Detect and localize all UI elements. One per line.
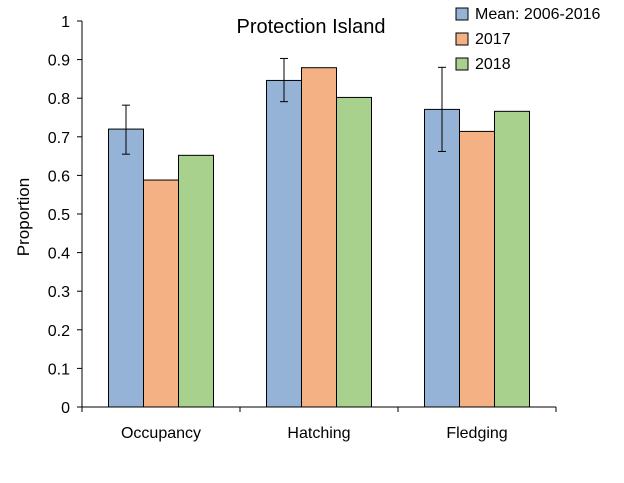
y-tick-label: 0.9: [48, 53, 70, 70]
legend-label: 2018: [475, 56, 511, 73]
bar-occupancy-series-1: [143, 179, 179, 408]
y-tick-label: 0: [61, 400, 70, 417]
y-tick-label: 1: [61, 14, 70, 31]
y-tick-label: 0.2: [48, 323, 70, 340]
y-tick-label: 0.6: [48, 168, 70, 185]
y-tick-label: 0.8: [48, 91, 70, 108]
bar-fledging-series-1: [459, 130, 495, 408]
legend-entry-1: 2017: [455, 31, 511, 48]
legend: Mean: 2006-2016 2017 2018: [455, 6, 601, 73]
bar-hatching-series-0: [266, 79, 302, 408]
y-tick-label: 0.4: [48, 246, 70, 263]
bar-occupancy-series-2: [178, 154, 214, 408]
plot-area: 0 0.1 0.2 0.3 0.4 0.5 0.6 0.7 0.8 0.9 1 Occupancy Ha…: [48, 14, 557, 442]
chart-title: Protection Island: [237, 16, 386, 38]
y-tick-label: 0.5: [48, 207, 70, 224]
y-tick-label: 0.7: [48, 130, 70, 147]
bar-hatching-series-2: [336, 96, 372, 408]
legend-entry-2: 2018: [455, 56, 511, 73]
y-tick-label: 0.1: [48, 361, 70, 378]
y-axis-label: Proportion: [14, 178, 33, 256]
bar-fledging-series-0: [424, 108, 460, 408]
legend-swatch: [455, 57, 469, 71]
bar-occupancy-series-0: [108, 128, 144, 408]
error-bar-occupancy: [122, 104, 130, 155]
legend-entry-0: Mean: 2006-2016: [455, 6, 601, 23]
x-tick-label-hatching: Hatching: [287, 425, 350, 442]
legend-swatch: [455, 7, 469, 21]
y-tick-label: 0.3: [48, 284, 70, 301]
legend-label: Mean: 2006-2016: [475, 6, 601, 23]
x-tick-label-occupancy: Occupancy: [121, 425, 201, 442]
legend-swatch: [455, 32, 469, 46]
x-tick-label-fledging: Fledging: [446, 425, 507, 442]
bar-fledging-series-2: [494, 110, 530, 408]
error-bar-fledging: [438, 66, 446, 152]
legend-label: 2017: [475, 31, 511, 48]
error-bar-hatching: [280, 57, 288, 103]
bar-hatching-series-1: [301, 67, 337, 408]
